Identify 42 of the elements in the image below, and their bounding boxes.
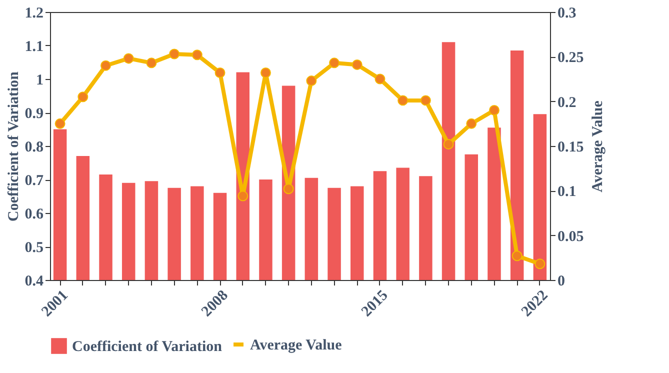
point <box>169 48 180 60</box>
legend-label: Average Value <box>250 338 342 354</box>
y2-tick-label: 0.1 <box>558 184 576 200</box>
point <box>78 92 88 102</box>
y-tick-label: 0.4 <box>24 274 44 290</box>
point <box>214 68 226 78</box>
point <box>398 95 408 106</box>
y-axis-title: Coefficient of Variation <box>6 70 22 222</box>
y2-tick-label: 0.2 <box>558 94 576 111</box>
point <box>306 76 317 86</box>
point <box>260 68 271 78</box>
y-tick-label: 1.2 <box>24 6 44 22</box>
point <box>146 58 157 68</box>
y2-tick-label: 0.3 <box>558 6 576 22</box>
point <box>100 60 111 71</box>
point <box>443 138 454 150</box>
y-tick-label: 0.8 <box>24 140 44 156</box>
legend-label: Coefficient of Variation <box>72 339 223 355</box>
y2-tick-label: 0.25 <box>558 50 584 66</box>
y-tick-label: 1 <box>36 72 44 88</box>
point <box>420 95 431 106</box>
point <box>123 53 134 64</box>
point <box>466 118 477 129</box>
point <box>238 190 248 202</box>
point <box>512 250 522 262</box>
point <box>329 58 340 68</box>
y2-tick-label: 0.05 <box>558 228 584 245</box>
point <box>192 50 202 60</box>
y-tick-label: 0.7 <box>24 173 44 189</box>
y-tick-label: 1.1 <box>24 39 44 55</box>
point <box>534 258 546 270</box>
point <box>352 59 362 70</box>
y2-axis-title: Average Value <box>590 100 606 192</box>
point <box>374 74 386 84</box>
point <box>489 105 500 116</box>
y2-tick-label: 0 <box>558 274 565 290</box>
point <box>54 118 66 129</box>
y-tick-label: 0.9 <box>24 106 44 122</box>
point <box>283 184 294 194</box>
y-tick-label: 0.6 <box>24 206 44 222</box>
y2-tick-label: 0.15 <box>558 140 584 156</box>
y-tick-label: 0.5 <box>24 240 44 256</box>
